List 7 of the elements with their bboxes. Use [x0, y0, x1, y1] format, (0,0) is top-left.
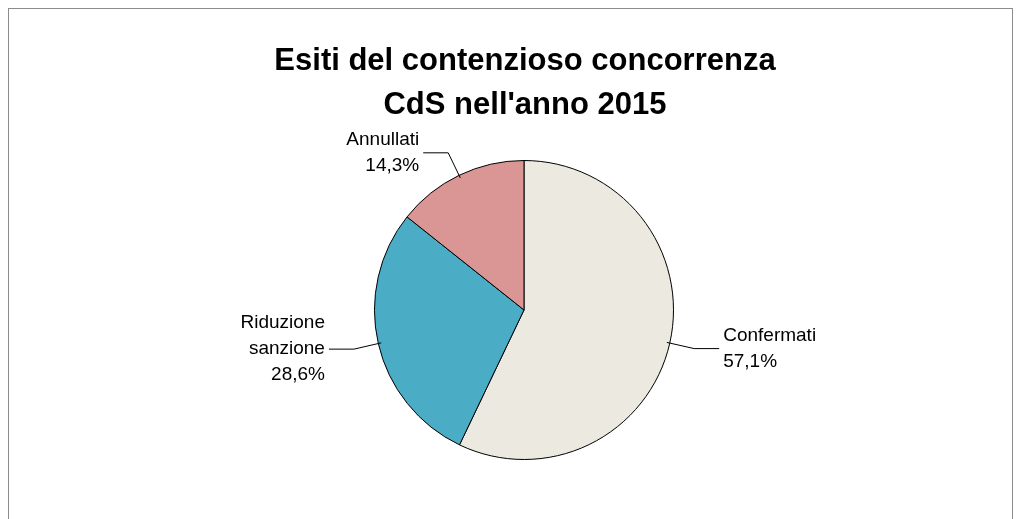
data-label: 57,1%: [723, 349, 778, 371]
slice-label: Confermati: [723, 323, 817, 345]
slice-label: Riduzione sanzione: [240, 311, 325, 359]
data-label: 14,3%: [365, 154, 420, 176]
slice-label: Annullati: [346, 128, 420, 150]
chart-title: Esiti del contenzioso concorrenza CdS nell'anno 2015: [273, 41, 777, 123]
data-label: 28,6%: [271, 363, 326, 385]
